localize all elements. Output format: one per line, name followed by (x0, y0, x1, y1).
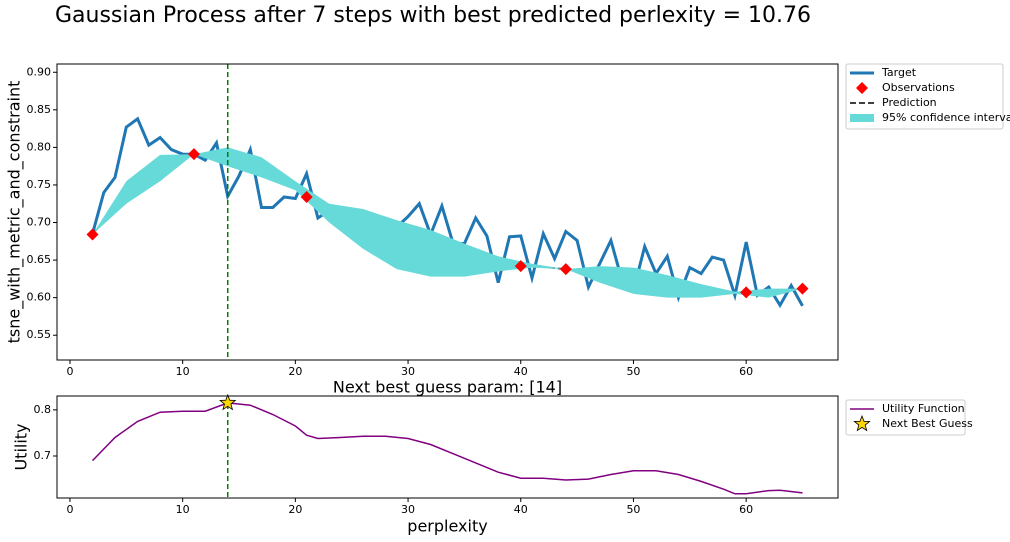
chart-title: Gaussian Process after 7 steps with best… (55, 3, 811, 28)
legend-label: 95% confidence interval (882, 111, 1010, 124)
x-axis-label: Next best guess param: [14] (333, 378, 562, 397)
y-axis-label: tsne_with_metric_and_constraint (5, 81, 25, 344)
plot-area (91, 402, 803, 495)
observation-marker (300, 190, 313, 203)
x-tick-label: 50 (626, 365, 640, 378)
star-marker (219, 393, 237, 411)
y-tick-label: 0.80 (27, 140, 52, 153)
y-tick-label: 0.7 (34, 449, 52, 462)
x-tick-label: 20 (288, 365, 302, 378)
x-tick-label: 20 (288, 503, 302, 516)
legend-swatch (850, 114, 874, 122)
legend-label: Next Best Guess (882, 417, 973, 430)
legend-label: Prediction (882, 96, 937, 109)
x-tick-label: 50 (626, 503, 640, 516)
x-tick-label: 0 (66, 365, 73, 378)
y-tick-label: 0.70 (27, 216, 52, 229)
x-tick-label: 10 (176, 503, 190, 516)
y-tick-label: 0.8 (34, 403, 52, 416)
observation-marker (740, 286, 753, 299)
y-tick-label: 0.60 (27, 291, 52, 304)
y-axis-label: Utility (12, 423, 31, 470)
data-line (91, 116, 804, 309)
x-tick-label: 0 (66, 503, 73, 516)
x-tick-label: 10 (176, 365, 190, 378)
legend-label: Target (881, 66, 917, 79)
observation-marker (796, 282, 809, 295)
legend-swatch (853, 414, 871, 432)
observation-marker (86, 228, 99, 241)
legend-swatch (856, 82, 868, 94)
legend-box (845, 63, 1004, 130)
x-tick-label: 30 (401, 365, 415, 378)
observation-marker (514, 260, 527, 273)
x-tick-label: 60 (739, 503, 753, 516)
y-tick-label: 0.85 (27, 103, 52, 116)
observation-marker (559, 263, 572, 276)
observation-marker (187, 148, 200, 161)
axes-frame (56, 395, 839, 499)
y-tick-label: 0.90 (27, 65, 52, 78)
x-tick-label: 40 (514, 365, 528, 378)
axes-frame (56, 63, 839, 361)
x-tick-label: 30 (401, 503, 415, 516)
data-line (91, 402, 803, 495)
legend-label: Observations (882, 81, 955, 94)
y-tick-label: 0.75 (27, 178, 52, 191)
x-tick-label: 60 (739, 365, 753, 378)
confidence-band (92, 147, 803, 298)
y-tick-label: 0.65 (27, 253, 52, 266)
legend-label: Utility Function (882, 402, 965, 415)
x-tick-label: 40 (514, 503, 528, 516)
legend-box (845, 399, 966, 436)
plot-area (91, 116, 804, 309)
y-tick-label: 0.55 (27, 328, 52, 341)
x-axis-label: perplexity (407, 517, 487, 536)
